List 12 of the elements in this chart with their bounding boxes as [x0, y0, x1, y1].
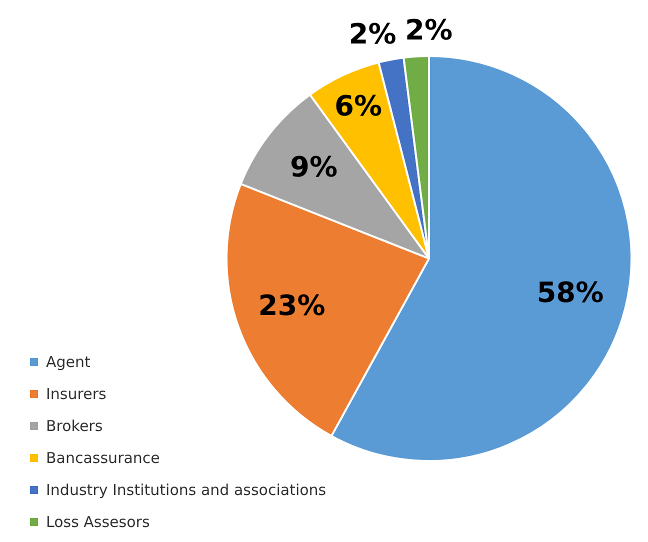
legend-label: Industry Institutions and associations: [46, 481, 326, 499]
data-label: 2%: [405, 14, 453, 47]
data-label: 6%: [334, 90, 382, 123]
legend-label: Insurers: [46, 385, 106, 403]
legend-label: Bancassurance: [46, 449, 160, 467]
legend-label: Agent: [46, 353, 90, 371]
data-label: 23%: [258, 289, 326, 322]
data-label: 58%: [536, 276, 604, 310]
data-label: 9%: [290, 150, 338, 184]
legend-label: Loss Assesors: [46, 513, 150, 531]
data-label: 2%: [348, 17, 396, 50]
legend-label: Brokers: [46, 417, 103, 435]
